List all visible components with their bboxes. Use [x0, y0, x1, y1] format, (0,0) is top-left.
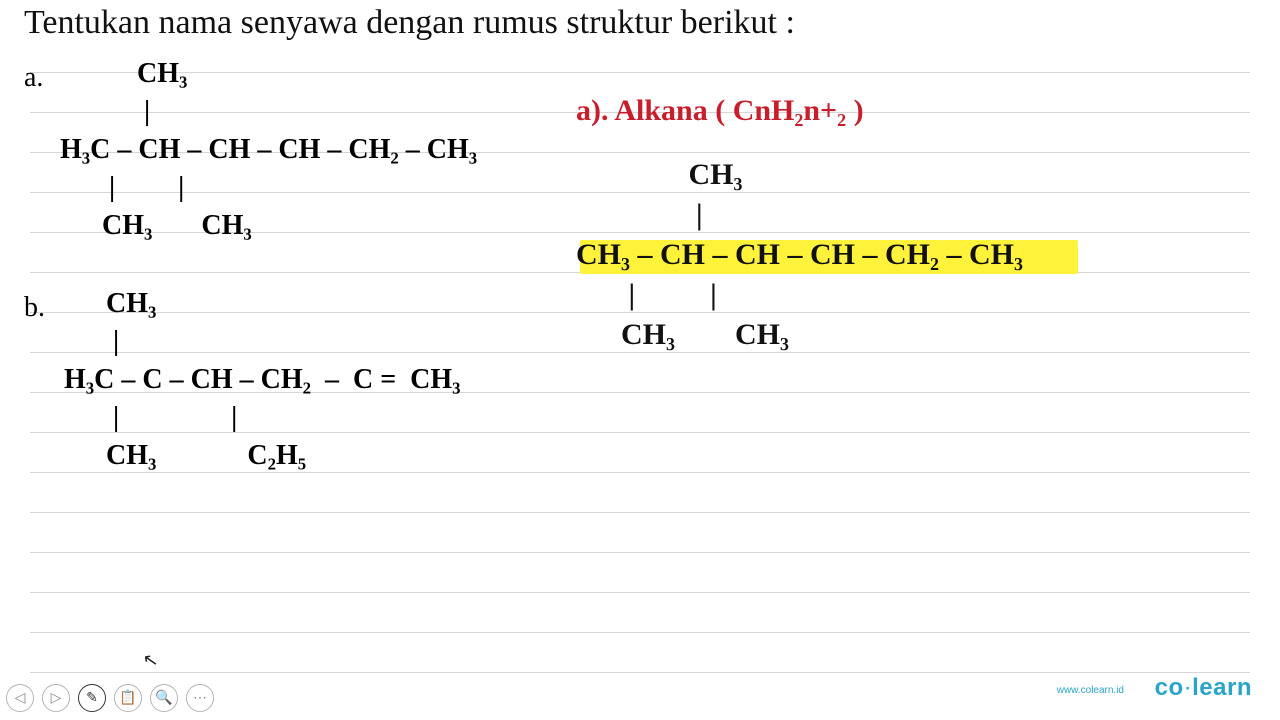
ans-row3: CH₃ – CH – CH – CH – CH₂ – CH₃	[576, 240, 1023, 280]
brand-learn: learn	[1192, 674, 1252, 701]
brand-url: www.colearn.id	[1057, 685, 1124, 696]
struct-a-row5: CH₃ CH₃	[60, 212, 477, 250]
structure-b: CH₃ | H₃C – C – CH – CH₂ – C = CH₃ | | C…	[64, 290, 461, 480]
struct-a-row2: |	[60, 98, 477, 136]
tool-5[interactable]: ⋯	[186, 684, 214, 712]
struct-b-row4: | |	[64, 404, 461, 442]
tool-2[interactable]: ✎	[78, 684, 106, 712]
cursor-icon: ↖	[141, 649, 160, 672]
tool-0[interactable]: ◁	[6, 684, 34, 712]
brand-dot: ·	[1184, 674, 1193, 701]
answer-heading: a). Alkana ( CnH₂n+₂ )	[576, 94, 864, 128]
answer-chain: CH₃ | CH₃ – CH – CH – CH – CH₂ – CH₃ | |…	[576, 160, 1023, 360]
tool-3[interactable]: 📋	[114, 684, 142, 712]
tool-1[interactable]: ▷	[42, 684, 70, 712]
struct-b-row1: CH₃	[64, 290, 461, 328]
label-b: b.	[24, 292, 45, 324]
brand-logo: co·learn	[1155, 674, 1252, 702]
struct-a-row3: H₃C – CH – CH – CH – CH₂ – CH₃	[60, 136, 477, 174]
ans-row2: |	[576, 200, 1023, 240]
toolbar: ◁ ▷ ✎ 📋 🔍 ⋯	[6, 684, 214, 712]
question-title: Tentukan nama senyawa dengan rumus struk…	[24, 4, 795, 42]
ans-row1: CH₃	[576, 160, 1023, 200]
structure-a: CH₃ | H₃C – CH – CH – CH – CH₂ – CH₃ | |…	[60, 60, 477, 250]
struct-b-row2: |	[64, 328, 461, 366]
struct-b-row5: CH₃ C₂H₅	[64, 442, 461, 480]
struct-a-row4: | |	[60, 174, 477, 212]
brand-co: co	[1155, 674, 1184, 701]
ans-row4: | |	[576, 280, 1023, 320]
label-a: a.	[24, 62, 43, 94]
ans-row5: CH₃ CH₃	[576, 320, 1023, 360]
tool-4[interactable]: 🔍	[150, 684, 178, 712]
struct-b-row3: H₃C – C – CH – CH₂ – C = CH₃	[64, 366, 461, 404]
struct-a-row1: CH₃	[60, 60, 477, 98]
